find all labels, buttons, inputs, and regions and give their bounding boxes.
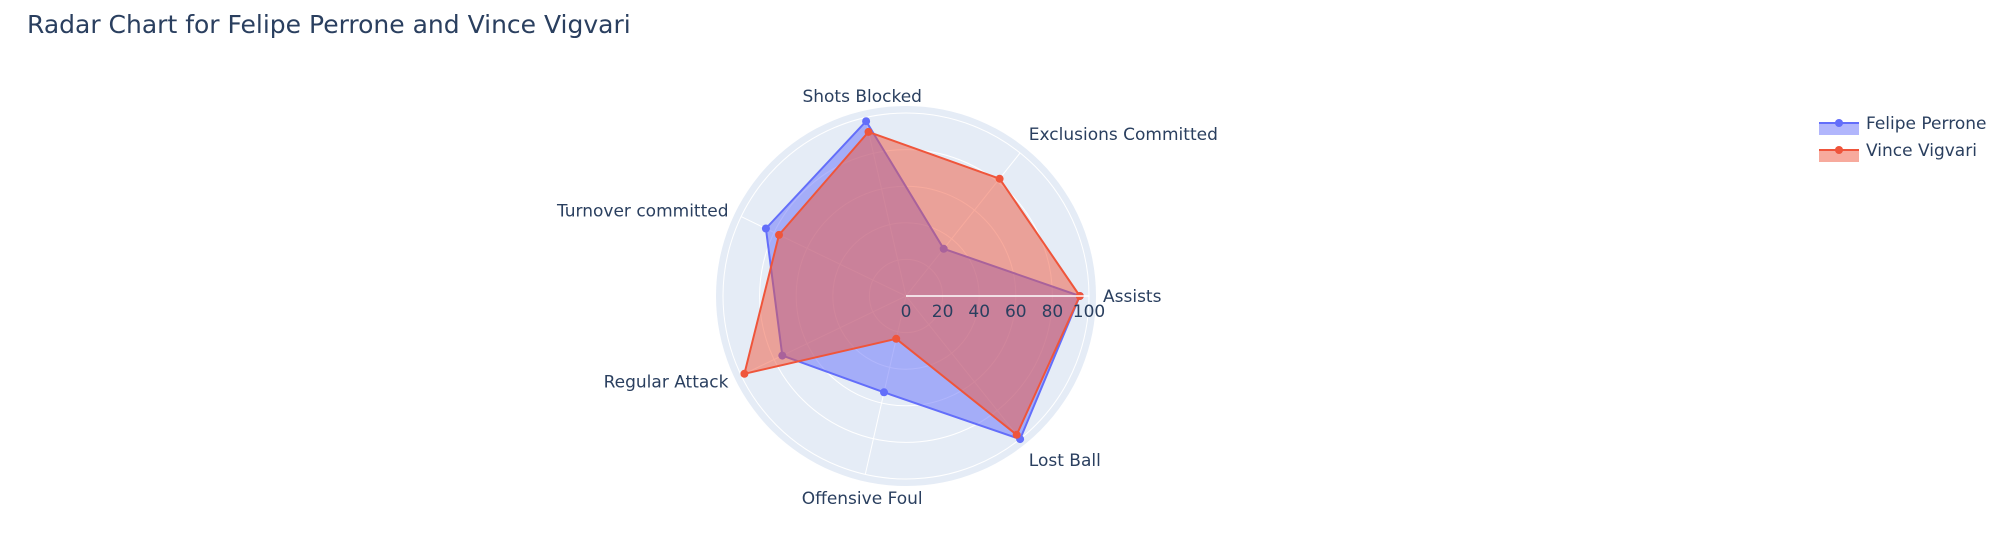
data-point xyxy=(864,127,873,136)
legend-item[interactable]: Vince Vigvari xyxy=(1819,141,1977,162)
legend-swatch xyxy=(1819,150,1859,162)
data-point xyxy=(892,334,901,343)
legend[interactable]: Felipe Perrone Vince Vigvari xyxy=(1819,114,1986,162)
axis-label: Shots Blocked xyxy=(802,87,922,107)
axis-label: Assists xyxy=(1103,287,1162,307)
axis-label: Exclusions Committed xyxy=(1029,125,1218,145)
legend-marker xyxy=(1835,146,1843,154)
legend-item[interactable]: Felipe Perrone xyxy=(1819,114,1986,135)
legend-label: Felipe Perrone xyxy=(1866,114,1986,134)
radial-tick-label: 60 xyxy=(1005,302,1027,322)
chart-title: Radar Chart for Felipe Perrone and Vince… xyxy=(27,10,631,39)
axis-label: Lost Ball xyxy=(1029,451,1101,471)
data-point xyxy=(862,117,871,126)
radial-tick-label: 40 xyxy=(968,302,990,322)
data-point xyxy=(761,224,770,233)
legend-label: Vince Vigvari xyxy=(1866,141,1977,161)
data-point xyxy=(880,388,888,397)
data-point xyxy=(995,174,1004,183)
series-area-1 xyxy=(743,130,1081,436)
axis-label: Regular Attack xyxy=(604,373,729,393)
angular-axis-labels: Assists Exclusions Committed Shots Blocked… xyxy=(556,87,1218,509)
radial-tick-label: 80 xyxy=(1042,302,1064,322)
radial-tick-label: 100 xyxy=(1073,302,1105,322)
data-point xyxy=(775,230,783,239)
radial-tick-label: 20 xyxy=(932,302,954,322)
data-point xyxy=(1012,430,1021,439)
radial-tick-label: 0 xyxy=(901,302,912,322)
legend-marker xyxy=(1835,119,1843,127)
series-1 xyxy=(740,127,1084,439)
axis-label: Turnover committed xyxy=(556,202,729,222)
axis-label: Offensive Foul xyxy=(802,489,923,509)
legend-swatch xyxy=(1819,123,1859,135)
data-point xyxy=(740,369,749,378)
radial-axis: 0 20 40 60 80 100 xyxy=(901,295,1105,322)
series-area xyxy=(740,117,1084,444)
